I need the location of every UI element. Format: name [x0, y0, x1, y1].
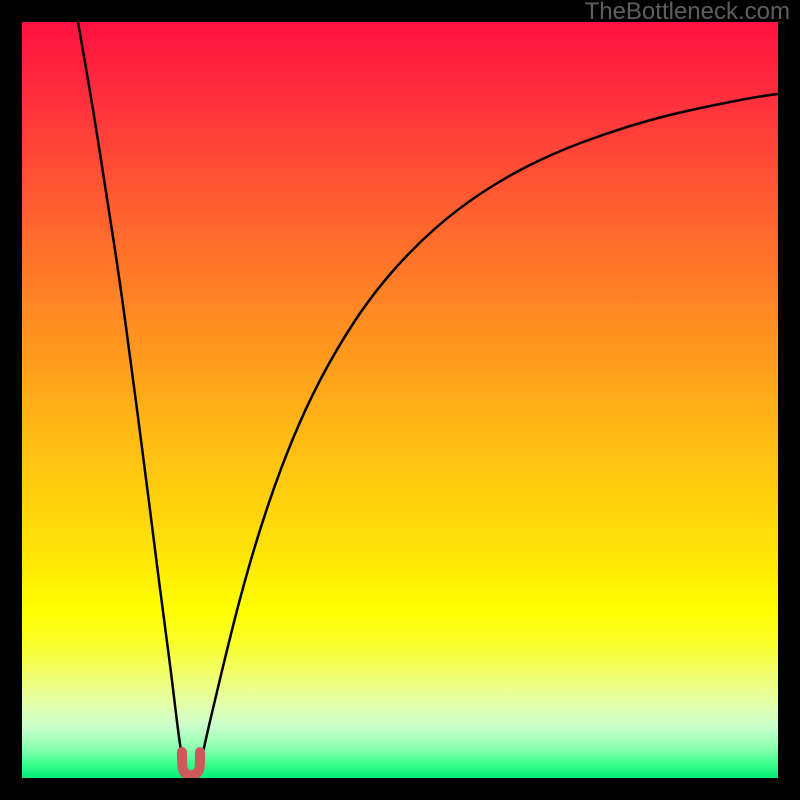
trough-marker [182, 752, 200, 775]
plot-area [22, 22, 778, 778]
curve-left-branch [78, 22, 185, 774]
curve-right-branch [198, 94, 778, 774]
chart-frame: TheBottleneck.com [0, 0, 800, 800]
bottleneck-curve [22, 22, 778, 778]
source-credit: TheBottleneck.com [585, 0, 790, 26]
